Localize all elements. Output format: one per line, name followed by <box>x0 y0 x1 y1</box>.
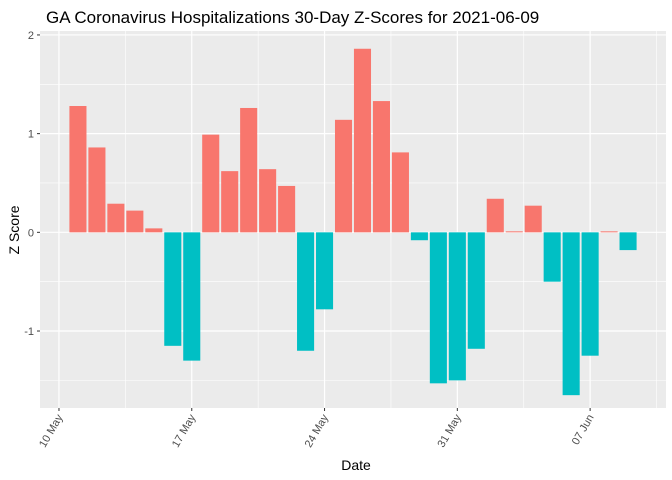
y-axis: -1 0 1 2 <box>24 30 40 338</box>
bar <box>429 232 447 384</box>
bar <box>164 232 182 346</box>
bar <box>69 106 87 233</box>
bar <box>240 107 258 233</box>
bar <box>391 152 409 233</box>
x-axis: 10 May 17 May 24 May 31 May 07 Jun <box>37 408 597 450</box>
x-tick-label: 24 May <box>303 412 332 450</box>
x-tick-label: 31 May <box>436 412 465 450</box>
bar <box>600 231 618 233</box>
bar <box>562 232 580 396</box>
bar <box>543 232 561 282</box>
bar <box>221 171 239 233</box>
bar <box>88 147 106 233</box>
y-tick-label: 1 <box>28 129 34 141</box>
bar <box>581 232 599 356</box>
plot-panel <box>40 31 666 408</box>
x-tick-label: 10 May <box>37 412 66 450</box>
bar <box>505 231 523 233</box>
bar <box>316 232 334 310</box>
bar <box>107 203 125 233</box>
grid-lines <box>40 31 666 408</box>
bar <box>297 232 315 351</box>
bar <box>410 232 428 241</box>
bar <box>353 48 372 233</box>
chart-title: GA Coronavirus Hospitalizations 30-Day Z… <box>46 8 539 27</box>
bar <box>448 232 466 381</box>
bar <box>486 198 504 233</box>
bar <box>126 210 144 233</box>
x-axis-title: Date <box>341 457 371 473</box>
bar <box>467 232 485 349</box>
bar <box>372 101 390 233</box>
x-tick-label: 07 Jun <box>570 413 597 448</box>
bar <box>259 169 277 233</box>
y-axis-title: Z Score <box>6 205 22 254</box>
y-tick-label: 2 <box>28 30 34 42</box>
bars <box>69 48 637 396</box>
bar <box>145 228 163 233</box>
bar <box>278 185 296 233</box>
x-tick-label: 17 May <box>170 412 199 450</box>
bar <box>334 119 353 233</box>
bar <box>202 134 220 233</box>
bar <box>619 232 637 251</box>
bar <box>524 205 542 233</box>
bar <box>183 232 201 361</box>
y-tick-label: -1 <box>24 326 34 338</box>
y-tick-label: 0 <box>28 227 34 239</box>
